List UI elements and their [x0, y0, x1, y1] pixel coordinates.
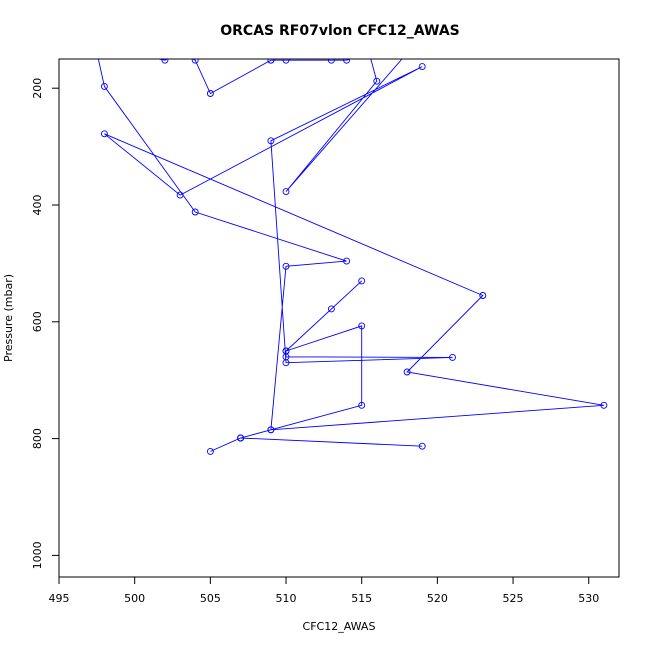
data-point [366, 50, 372, 56]
data-point [418, 63, 426, 71]
data-point [327, 59, 335, 64]
data-point [177, 50, 183, 56]
data-point [94, 49, 100, 55]
x-tick-label: 515 [351, 592, 372, 605]
data-point [191, 59, 199, 64]
y-tick-label: 1000 [31, 541, 44, 569]
data-point [282, 359, 290, 367]
y-tick-label: 600 [31, 311, 44, 332]
x-tick-label: 520 [427, 592, 448, 605]
data-point [206, 90, 214, 97]
chart-title: ORCAS RF07vlon CFC12_AWAS [220, 23, 460, 39]
x-axis-label: CFC12_AWAS [303, 620, 376, 633]
data-point [282, 59, 290, 64]
data-point [191, 208, 199, 216]
x-tick-label: 510 [276, 592, 297, 605]
data-point [327, 305, 335, 313]
data-point [282, 262, 290, 270]
y-axis-label: Pressure (mbar) [2, 274, 15, 362]
data-point [343, 59, 351, 64]
series-clip-group [94, 49, 608, 455]
data-point [100, 82, 108, 90]
series-group [94, 49, 608, 455]
data-point [479, 292, 487, 299]
data-point [161, 59, 169, 64]
x-axis: 495 500 505 510 515 520 525 530 [49, 576, 599, 605]
data-point [237, 434, 245, 442]
data-point [267, 426, 275, 434]
data-point [403, 368, 411, 376]
series-line [97, 59, 604, 452]
data-point [419, 50, 425, 56]
data-point [358, 322, 366, 330]
x-tick-label: 495 [49, 592, 70, 605]
y-tick-label: 200 [31, 78, 44, 99]
x-tick-label: 525 [503, 592, 524, 605]
data-point [404, 50, 410, 56]
data-point [176, 191, 184, 199]
data-point [358, 401, 366, 409]
plot-frame [58, 58, 620, 578]
data-point [206, 447, 214, 455]
x-tick-label: 500 [124, 592, 145, 605]
data-point [449, 353, 456, 361]
data-point [358, 277, 366, 285]
y-axis: 200 400 600 800 1000 [31, 78, 60, 569]
y-tick-label: 400 [31, 194, 44, 215]
data-point [267, 137, 275, 145]
data-point [373, 77, 381, 85]
data-point [418, 442, 426, 450]
data-point [117, 49, 123, 55]
data-point [100, 130, 108, 138]
data-point [282, 188, 290, 196]
x-tick-label: 505 [200, 592, 221, 605]
x-tick-label: 530 [578, 592, 599, 605]
data-point [343, 257, 351, 265]
data-point [267, 59, 275, 64]
data-point [600, 401, 608, 409]
y-tick-label: 800 [31, 428, 44, 449]
